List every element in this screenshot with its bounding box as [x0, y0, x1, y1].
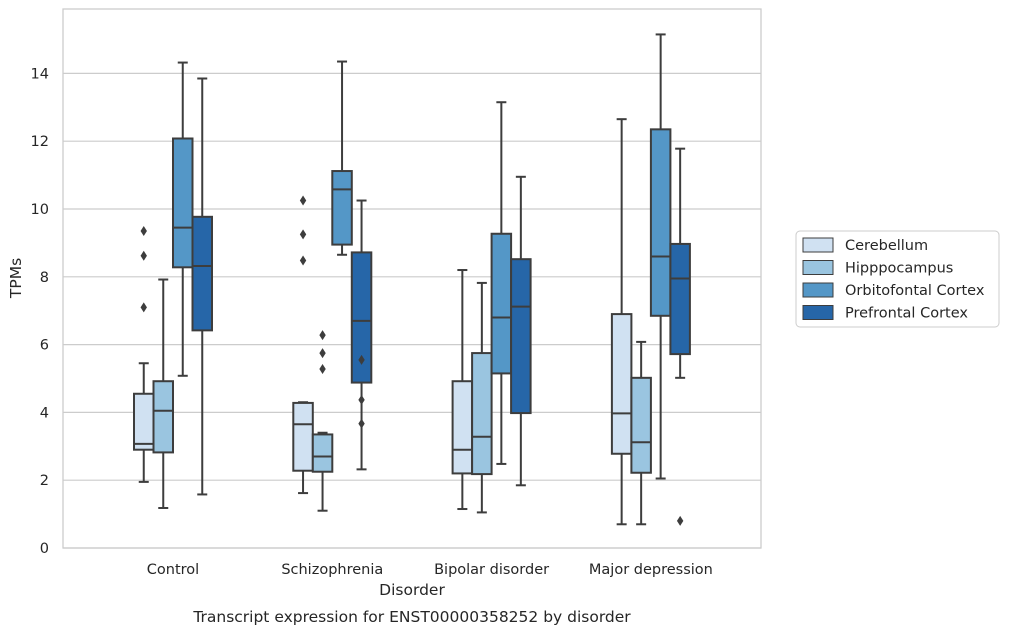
y-tick-labels: 0 2 4 6 8 10 12 14 — [31, 66, 49, 557]
box-orbitofontal-cortex-major-depression — [649, 33, 672, 480]
legend-label-hipppocampus: Hipppocampus — [845, 261, 953, 277]
legend-label-orbitofontal-cortex: Orbitofontal Cortex — [845, 283, 985, 299]
outlier-point — [319, 348, 326, 359]
box-orbitofontal-cortex-control — [172, 61, 194, 377]
iqr-box — [172, 137, 194, 269]
y-tick-label: 8 — [40, 270, 49, 286]
boxes-layer — [133, 33, 691, 526]
box-hipppocampus-bipolar-disorder — [471, 281, 493, 514]
y-tick-label: 6 — [40, 338, 49, 354]
iqr-box — [350, 251, 373, 384]
box-hipppocampus-major-depression — [630, 340, 652, 526]
box-prefrontal-cortex-control — [191, 77, 213, 496]
box-hipppocampus-schizophrenia — [311, 330, 334, 512]
plot-frame — [62, 8, 762, 549]
y-axis-label: TPMs — [7, 258, 25, 299]
y-tick-label: 0 — [40, 541, 49, 557]
box-orbitofontal-cortex-schizophrenia — [331, 60, 353, 256]
iqr-box — [490, 232, 513, 375]
outlier-point — [676, 515, 684, 526]
iqr-box — [191, 215, 213, 332]
iqr-box — [510, 258, 532, 415]
iqr-box — [669, 242, 691, 356]
box-cerebellum-control — [133, 226, 155, 483]
legend-frame — [795, 230, 1000, 328]
outlier-point — [299, 229, 307, 240]
legend: Cerebellum Hipppocampus Orbitofontal Corte… — [795, 230, 1000, 328]
iqr-box — [630, 376, 652, 474]
outlier-point — [319, 364, 326, 375]
box-prefrontal-cortex-schizophrenia — [350, 199, 373, 471]
outlier-point — [299, 255, 307, 266]
iqr-box — [610, 313, 633, 455]
y-tick-label: 2 — [40, 473, 49, 489]
box-prefrontal-cortex-bipolar-disorder — [510, 175, 532, 487]
x-tick-labels: Control Schizophrenia Bipolar disorder Majo… — [147, 562, 713, 578]
outlier-point — [358, 394, 365, 405]
outlier-point — [319, 330, 326, 341]
iqr-box — [471, 352, 493, 476]
y-tick-label: 14 — [31, 66, 49, 82]
legend-swatch-orbitofontal-cortex — [802, 282, 834, 298]
outlier-point — [140, 226, 147, 237]
box-hipppocampus-control — [152, 278, 174, 509]
outlier-point — [358, 418, 365, 429]
x-tick-label-major-depression: Major depression — [589, 562, 713, 578]
iqr-box — [649, 128, 672, 317]
iqr-box — [451, 380, 474, 475]
legend-swatch-prefrontal-cortex — [802, 305, 834, 320]
y-tick-label: 4 — [40, 405, 49, 421]
legend-swatch-cerebellum — [802, 237, 834, 253]
x-tick-label-bipolar-disorder: Bipolar disorder — [434, 562, 549, 578]
outlier-point — [299, 195, 307, 206]
x-tick-label-control: Control — [147, 562, 199, 578]
iqr-box — [311, 433, 334, 473]
outlier-point — [140, 302, 147, 313]
x-tick-label-schizophrenia: Schizophrenia — [281, 562, 383, 578]
outlier-point — [140, 250, 147, 261]
legend-label-cerebellum: Cerebellum — [845, 238, 928, 254]
x-axis-label: Disorder — [379, 581, 445, 599]
legend-label-prefrontal-cortex: Prefrontal Cortex — [845, 306, 968, 322]
box-orbitofontal-cortex-bipolar-disorder — [490, 101, 513, 465]
iqr-box — [292, 401, 314, 472]
outlier-point — [358, 354, 365, 365]
iqr-box — [152, 380, 174, 454]
legend-swatch-hipppocampus — [802, 260, 834, 275]
y-tick-label: 12 — [31, 134, 49, 150]
y-tick-label: 10 — [31, 202, 49, 218]
iqr-box — [133, 392, 155, 451]
chart-caption: Transcript expression for ENST0000035825… — [192, 608, 631, 626]
iqr-box — [331, 170, 353, 246]
box-prefrontal-cortex-major-depression — [669, 147, 691, 526]
